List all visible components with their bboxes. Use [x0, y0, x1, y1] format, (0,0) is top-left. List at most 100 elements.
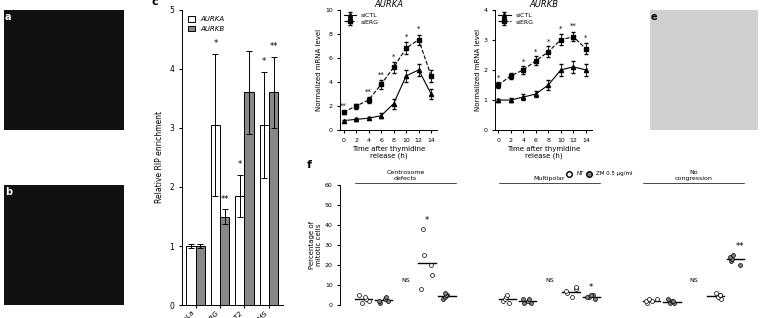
- Point: [501, 293, 513, 298]
- Point: [646, 299, 658, 304]
- Point: [587, 293, 600, 298]
- Point: [353, 293, 366, 298]
- Text: *: *: [559, 26, 562, 32]
- Text: *: *: [404, 34, 408, 40]
- Text: *: *: [584, 35, 587, 41]
- Point: [372, 299, 385, 304]
- Point: [437, 297, 449, 302]
- Text: *: *: [238, 160, 242, 169]
- Text: NS: NS: [401, 278, 410, 283]
- Point: [359, 295, 371, 300]
- Point: [714, 297, 727, 302]
- Point: [561, 291, 573, 296]
- Point: [726, 256, 738, 261]
- Text: *: *: [425, 216, 429, 225]
- X-axis label: Time after thymidine
release (h): Time after thymidine release (h): [353, 146, 426, 159]
- Point: [724, 259, 736, 264]
- Text: *: *: [214, 39, 217, 48]
- Point: [570, 285, 582, 290]
- Text: NS: NS: [545, 278, 554, 283]
- Point: [497, 299, 509, 304]
- Point: [581, 295, 593, 300]
- Legend: AURKA, AURKB: AURKA, AURKB: [185, 13, 227, 35]
- Y-axis label: Normalized mRNA level: Normalized mRNA level: [316, 29, 322, 111]
- Point: [641, 299, 653, 304]
- Point: [499, 297, 511, 302]
- Point: [583, 295, 595, 300]
- Text: a: a: [5, 12, 11, 22]
- Text: **: **: [269, 42, 277, 51]
- Bar: [235, 196, 245, 305]
- Text: Centrosome
defects: Centrosome defects: [386, 170, 424, 181]
- Bar: [245, 92, 254, 305]
- Text: *: *: [534, 49, 537, 55]
- Bar: [260, 125, 269, 305]
- Point: [651, 297, 663, 302]
- Point: [668, 301, 680, 306]
- Point: [663, 301, 676, 306]
- Point: [566, 295, 578, 300]
- Y-axis label: Percentage of
mitotic cells: Percentage of mitotic cells: [309, 221, 322, 269]
- Text: *: *: [262, 57, 266, 66]
- Y-axis label: Normalized mRNA level: Normalized mRNA level: [475, 29, 480, 111]
- Text: **: **: [365, 89, 372, 95]
- Point: [584, 293, 597, 298]
- Text: **: **: [220, 195, 229, 204]
- Point: [589, 297, 601, 302]
- Title: AURKB: AURKB: [529, 0, 558, 9]
- Point: [417, 226, 429, 232]
- Point: [662, 297, 674, 302]
- Point: [517, 297, 529, 302]
- Point: [378, 297, 391, 302]
- Text: **: **: [570, 23, 577, 29]
- Point: [380, 295, 392, 300]
- Point: [641, 301, 654, 306]
- Point: [525, 301, 537, 306]
- Point: [666, 299, 678, 304]
- Bar: [211, 125, 220, 305]
- Point: [667, 299, 679, 304]
- Point: [426, 273, 439, 278]
- Title: AURKA: AURKA: [375, 0, 404, 9]
- Point: [382, 299, 394, 304]
- Point: [503, 301, 515, 306]
- Point: [712, 295, 724, 300]
- Text: *: *: [496, 74, 500, 80]
- Text: Multipolar: Multipolar: [534, 176, 565, 181]
- Text: **: **: [378, 72, 385, 78]
- Point: [727, 252, 739, 258]
- Text: f: f: [307, 160, 312, 170]
- Bar: [269, 92, 278, 305]
- Point: [560, 289, 572, 294]
- Legend: siCTL, siERG: siCTL, siERG: [344, 13, 379, 25]
- Point: [439, 291, 451, 296]
- Point: [500, 295, 512, 300]
- Point: [518, 301, 530, 306]
- Text: e: e: [651, 12, 657, 22]
- Point: [522, 299, 534, 304]
- Text: *: *: [589, 283, 594, 292]
- Text: *: *: [417, 25, 420, 31]
- Point: [360, 297, 372, 302]
- Bar: [195, 246, 205, 305]
- Point: [714, 293, 727, 298]
- Text: **: **: [340, 102, 347, 108]
- Point: [417, 252, 429, 258]
- Text: **: **: [736, 242, 744, 251]
- Point: [442, 293, 454, 298]
- Bar: [220, 217, 230, 305]
- Point: [643, 297, 655, 302]
- Y-axis label: Relative RIP enrichment: Relative RIP enrichment: [155, 111, 163, 204]
- Text: *: *: [392, 54, 395, 60]
- Point: [523, 297, 535, 302]
- Point: [570, 287, 582, 292]
- Text: NS: NS: [689, 278, 698, 283]
- Text: *: *: [521, 59, 525, 65]
- Text: c: c: [151, 0, 158, 7]
- Point: [734, 262, 746, 267]
- Bar: [186, 246, 195, 305]
- Point: [356, 301, 368, 306]
- Point: [439, 295, 451, 300]
- Point: [711, 291, 723, 296]
- Legend: NT, ZM 0.5 μg/ml: NT, ZM 0.5 μg/ml: [564, 169, 635, 179]
